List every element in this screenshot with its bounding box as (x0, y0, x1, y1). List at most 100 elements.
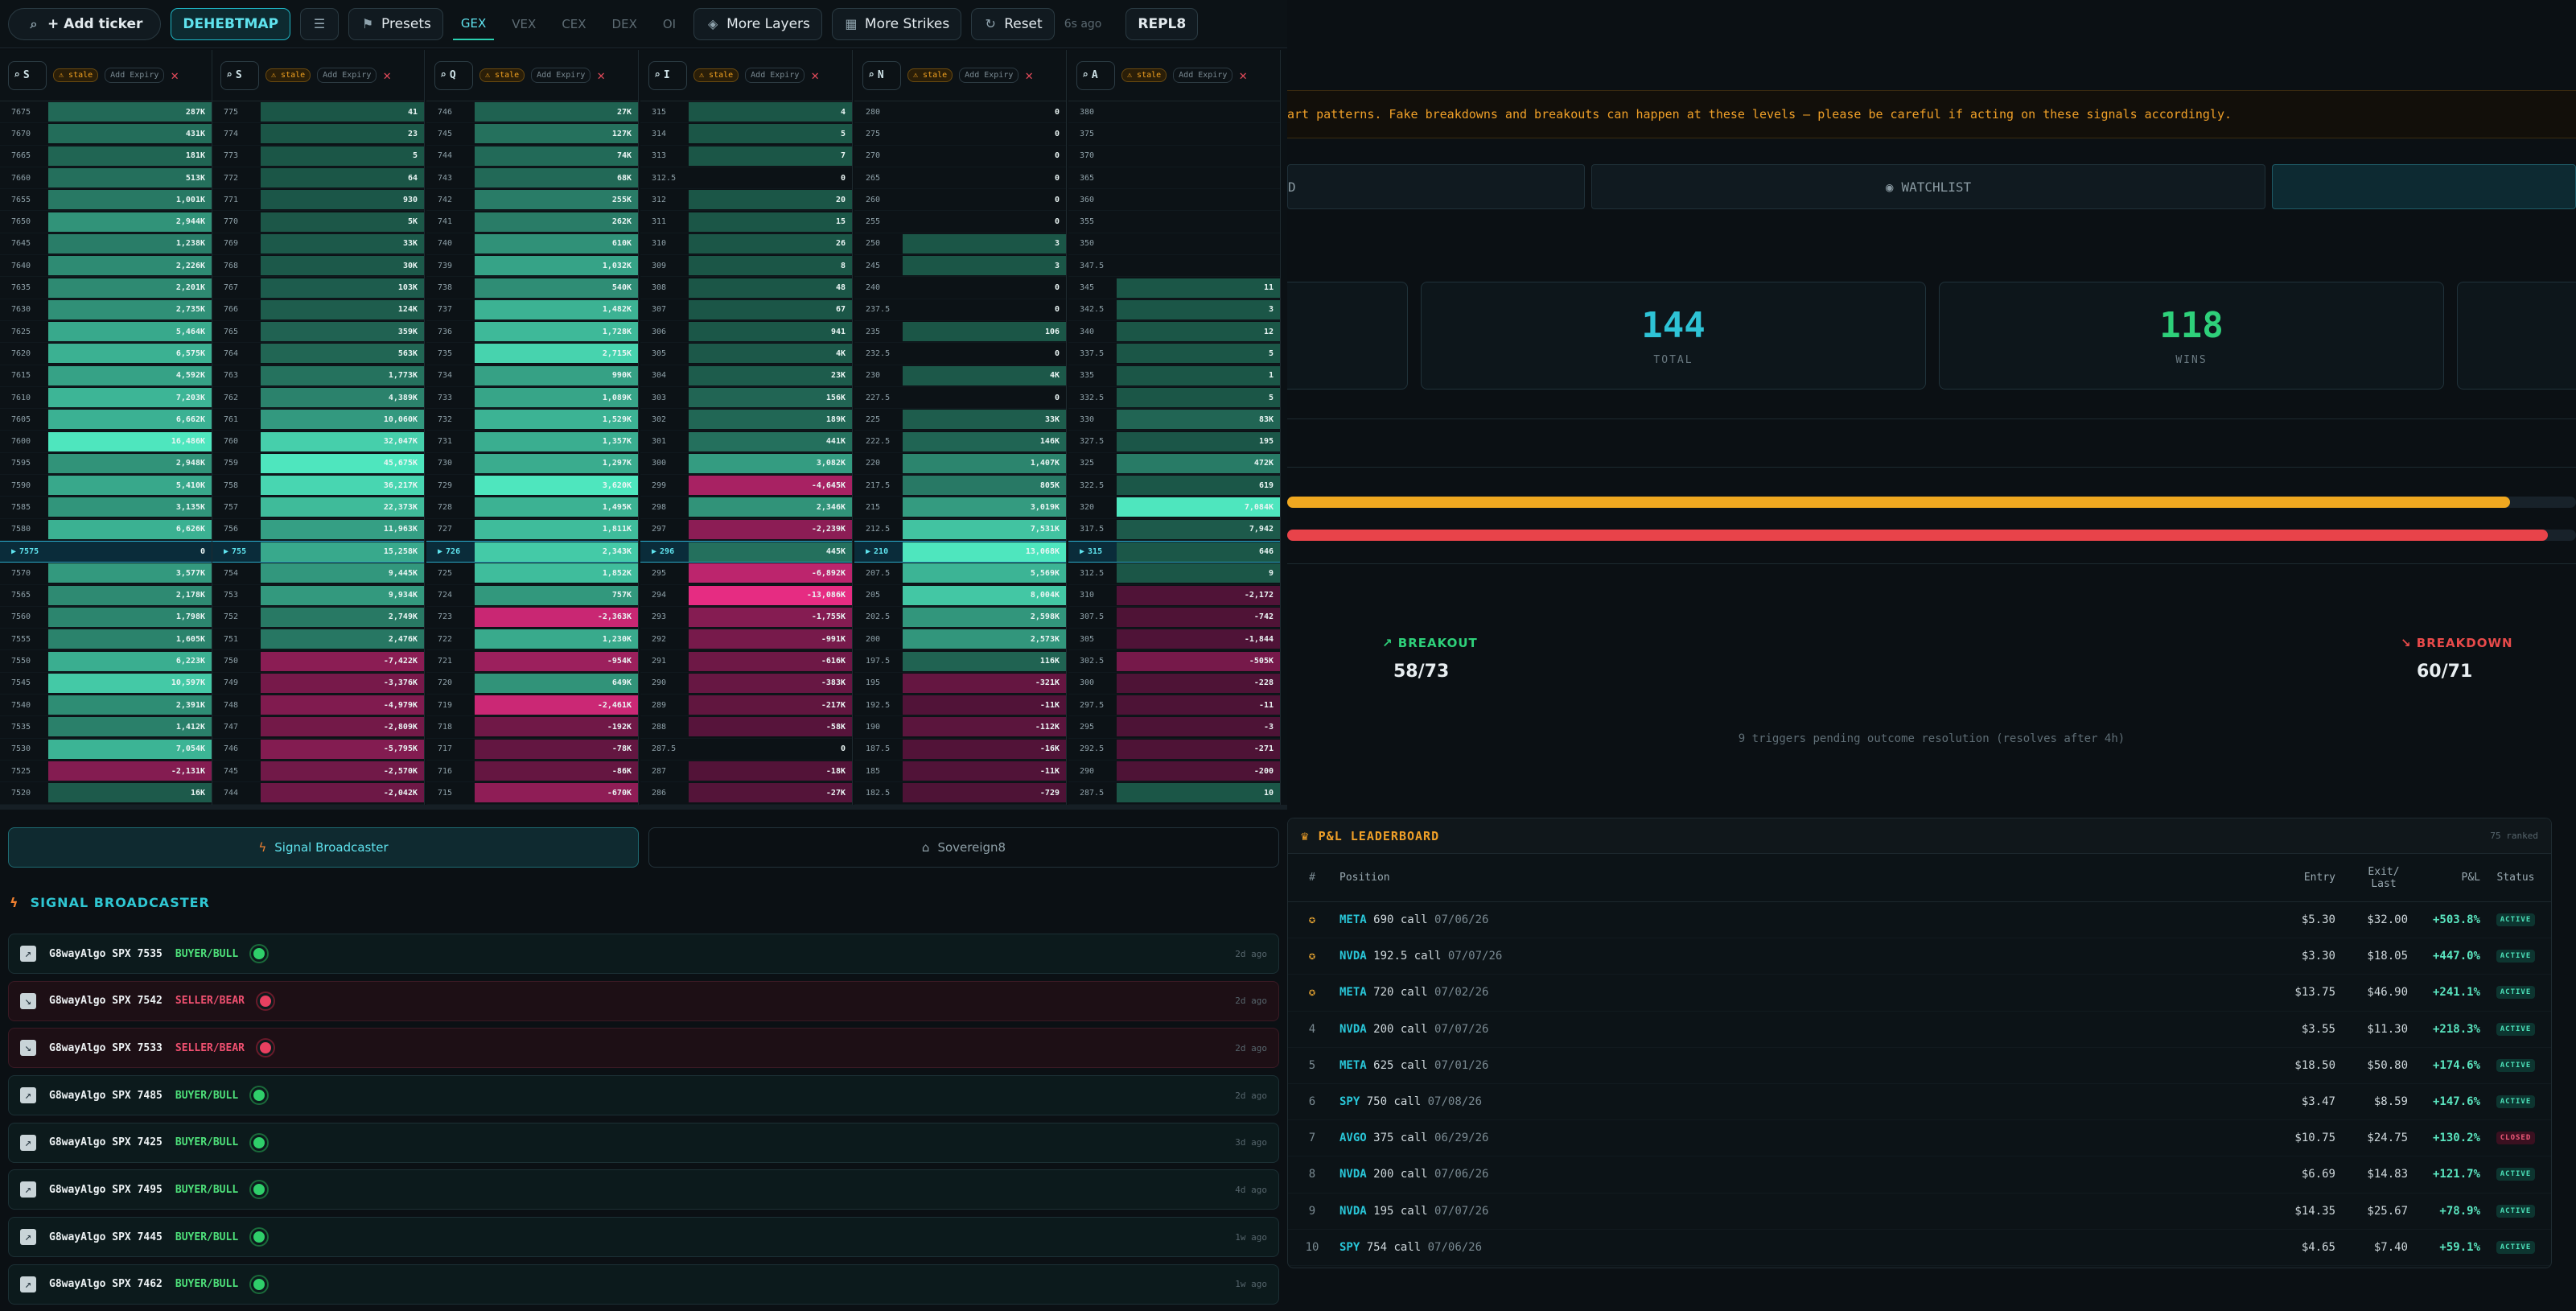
strike-row[interactable]: 287.5 10 (1068, 782, 1280, 805)
gex-cell[interactable]: 540K (475, 278, 638, 298)
strike-row[interactable]: 232.5 0 (854, 343, 1066, 365)
strike-row[interactable]: 245 3 (854, 255, 1066, 278)
signal-item[interactable]: ↗ G8wayAlgo SPX 7535 BUYER/BULL 2d ago (8, 934, 1279, 974)
gex-cell[interactable]: 30K (261, 256, 424, 276)
strike-row[interactable]: 337.5 5 (1068, 343, 1280, 365)
gex-cell[interactable]: -86K (475, 761, 638, 781)
gex-cell[interactable]: -1,755K (689, 607, 852, 627)
gex-cell[interactable]: 7,203K (48, 388, 212, 407)
gex-cell[interactable]: 472K (1117, 453, 1280, 473)
gex-cell[interactable]: 0 (689, 740, 852, 759)
strike-row[interactable]: 771 930 (212, 189, 424, 212)
strike-row[interactable]: 307 67 (640, 299, 852, 321)
strike-row[interactable]: 297.5 -11 (1068, 695, 1280, 717)
ticker-search[interactable]: ⌕ N (862, 60, 901, 90)
gex-cell[interactable]: 0 (903, 212, 1066, 232)
signal-item[interactable]: ↗ G8wayAlgo SPX 7495 BUYER/BULL 4d ago (8, 1169, 1279, 1210)
strike-row[interactable]: 721 -954K (426, 650, 638, 673)
strike-row[interactable]: 305 -1,844 (1068, 629, 1280, 651)
gex-cell[interactable]: -2,042K (261, 783, 424, 803)
strike-row[interactable]: 734 990K (426, 365, 638, 387)
gex-cell[interactable]: 1,495K (475, 497, 638, 517)
gex-cell[interactable]: 0 (903, 102, 1066, 122)
strike-row[interactable]: 299 -4,645K (640, 475, 852, 497)
strike-row[interactable]: 227.5 0 (854, 387, 1066, 410)
gex-cell[interactable]: 10,060K (261, 410, 424, 430)
strike-row[interactable]: 237.5 0 (854, 299, 1066, 321)
strike-row[interactable]: 315 4 (640, 101, 852, 124)
strike-row[interactable]: 744 -2,042K (212, 782, 424, 805)
strike-row[interactable]: 775 41 (212, 101, 424, 124)
close-icon[interactable]: ✕ (383, 68, 392, 83)
gex-cell[interactable]: -3,376K (261, 673, 424, 693)
gex-cell[interactable]: 3,620K (475, 476, 638, 496)
gex-cell[interactable]: -228 (1117, 673, 1280, 693)
gex-cell[interactable]: 3,135K (48, 497, 212, 517)
strike-row[interactable]: 217.5 805K (854, 475, 1066, 497)
gex-cell[interactable]: -16K (903, 739, 1066, 759)
strike-row[interactable]: 7550 6,223K (0, 650, 212, 673)
gex-cell[interactable]: 1,798K (48, 607, 212, 627)
leaderboard-row[interactable]: ✪ NVDA 192.5 call 07/07/26 $3.30 $18.05 … (1288, 938, 2551, 975)
gex-cell[interactable]: 116K (903, 651, 1066, 671)
gex-cell[interactable]: 68K (475, 168, 638, 188)
gex-cell[interactable]: 941 (689, 322, 852, 342)
strike-row[interactable]: 773 5 (212, 146, 424, 167)
tab-signal-broadcaster[interactable]: ϟ Signal Broadcaster (8, 827, 639, 868)
gex-cell[interactable]: 103K (261, 278, 424, 298)
strike-row[interactable]: 306 941 (640, 321, 852, 344)
strike-row[interactable]: 294 -13,086K (640, 585, 852, 607)
strike-row[interactable]: 355 (1068, 211, 1280, 233)
strike-row[interactable]: 756 11,963K (212, 519, 424, 541)
gex-cell[interactable]: 5K (261, 212, 424, 232)
gex-cell[interactable]: 255K (475, 190, 638, 210)
strike-row[interactable]: 728 1,495K (426, 497, 638, 519)
gex-cell[interactable]: 36,217K (261, 476, 424, 496)
strike-row[interactable]: 289 -217K (640, 695, 852, 717)
strike-row[interactable]: 7570 3,577K (0, 563, 212, 585)
strike-row[interactable]: 322.5 619 (1068, 475, 1280, 497)
strike-row[interactable]: 7615 4,592K (0, 365, 212, 387)
strike-row[interactable]: 7635 2,201K (0, 277, 212, 299)
strike-row[interactable]: 303 156K (640, 387, 852, 410)
add-expiry-button[interactable]: Add Expiry (1173, 68, 1233, 83)
gex-cell[interactable]: 1,605K (48, 629, 212, 649)
add-expiry-button[interactable]: Add Expiry (105, 68, 165, 83)
gex-cell[interactable]: -2,131K (48, 761, 212, 781)
gex-cell[interactable]: 0 (903, 344, 1066, 363)
gex-cell[interactable]: 41 (261, 102, 424, 122)
gex-cell[interactable]: -2,461K (475, 695, 638, 715)
gex-cell[interactable]: -18K (689, 761, 852, 781)
gex-cell[interactable]: 563K (261, 344, 424, 364)
gex-cell[interactable]: 1,728K (475, 322, 638, 342)
strike-row[interactable]: 297 -2,239K (640, 519, 852, 541)
strike-row[interactable]: 769 33K (212, 233, 424, 256)
strike-row[interactable]: 768 30K (212, 255, 424, 278)
gex-cell[interactable]: 2,944K (48, 212, 212, 232)
gex-cell[interactable]: 2,343K (475, 542, 638, 562)
strike-row[interactable]: 754 9,445K (212, 563, 424, 585)
strike-row[interactable]: 312.5 9 (1068, 563, 1280, 585)
strike-row[interactable]: 310 26 (640, 233, 852, 256)
gex-cell[interactable]: 757K (475, 585, 638, 605)
gex-cell[interactable]: -4,979K (261, 695, 424, 715)
gex-cell[interactable]: 0 (689, 168, 852, 188)
gex-cell[interactable]: 27K (475, 102, 638, 122)
strike-row[interactable]: 250 3 (854, 233, 1066, 256)
atm-strike-row[interactable]: ▶ 726 2,343K (426, 540, 638, 563)
gex-cell[interactable]: 2,346K (689, 497, 852, 517)
strike-row[interactable]: 751 2,476K (212, 629, 424, 651)
gex-cell[interactable]: -729 (903, 783, 1066, 803)
strike-row[interactable]: 716 -86K (426, 761, 638, 783)
strike-row[interactable]: 7540 2,391K (0, 695, 212, 717)
gex-cell[interactable]: 5 (1117, 344, 1280, 364)
filter-settings-button[interactable]: ☰ (300, 7, 339, 40)
strike-row[interactable]: 335 1 (1068, 365, 1280, 387)
atm-strike-row[interactable]: ▶ 296 445K (640, 540, 852, 563)
gex-cell[interactable]: 189K (689, 410, 852, 430)
strike-row[interactable]: 192.5 -11K (854, 695, 1066, 717)
gex-cell[interactable] (1117, 234, 1280, 254)
strike-row[interactable]: 749 -3,376K (212, 673, 424, 695)
gex-cell[interactable] (1117, 190, 1280, 209)
tab-watchlist[interactable]: ◉ WATCHLIST (1591, 164, 2265, 209)
